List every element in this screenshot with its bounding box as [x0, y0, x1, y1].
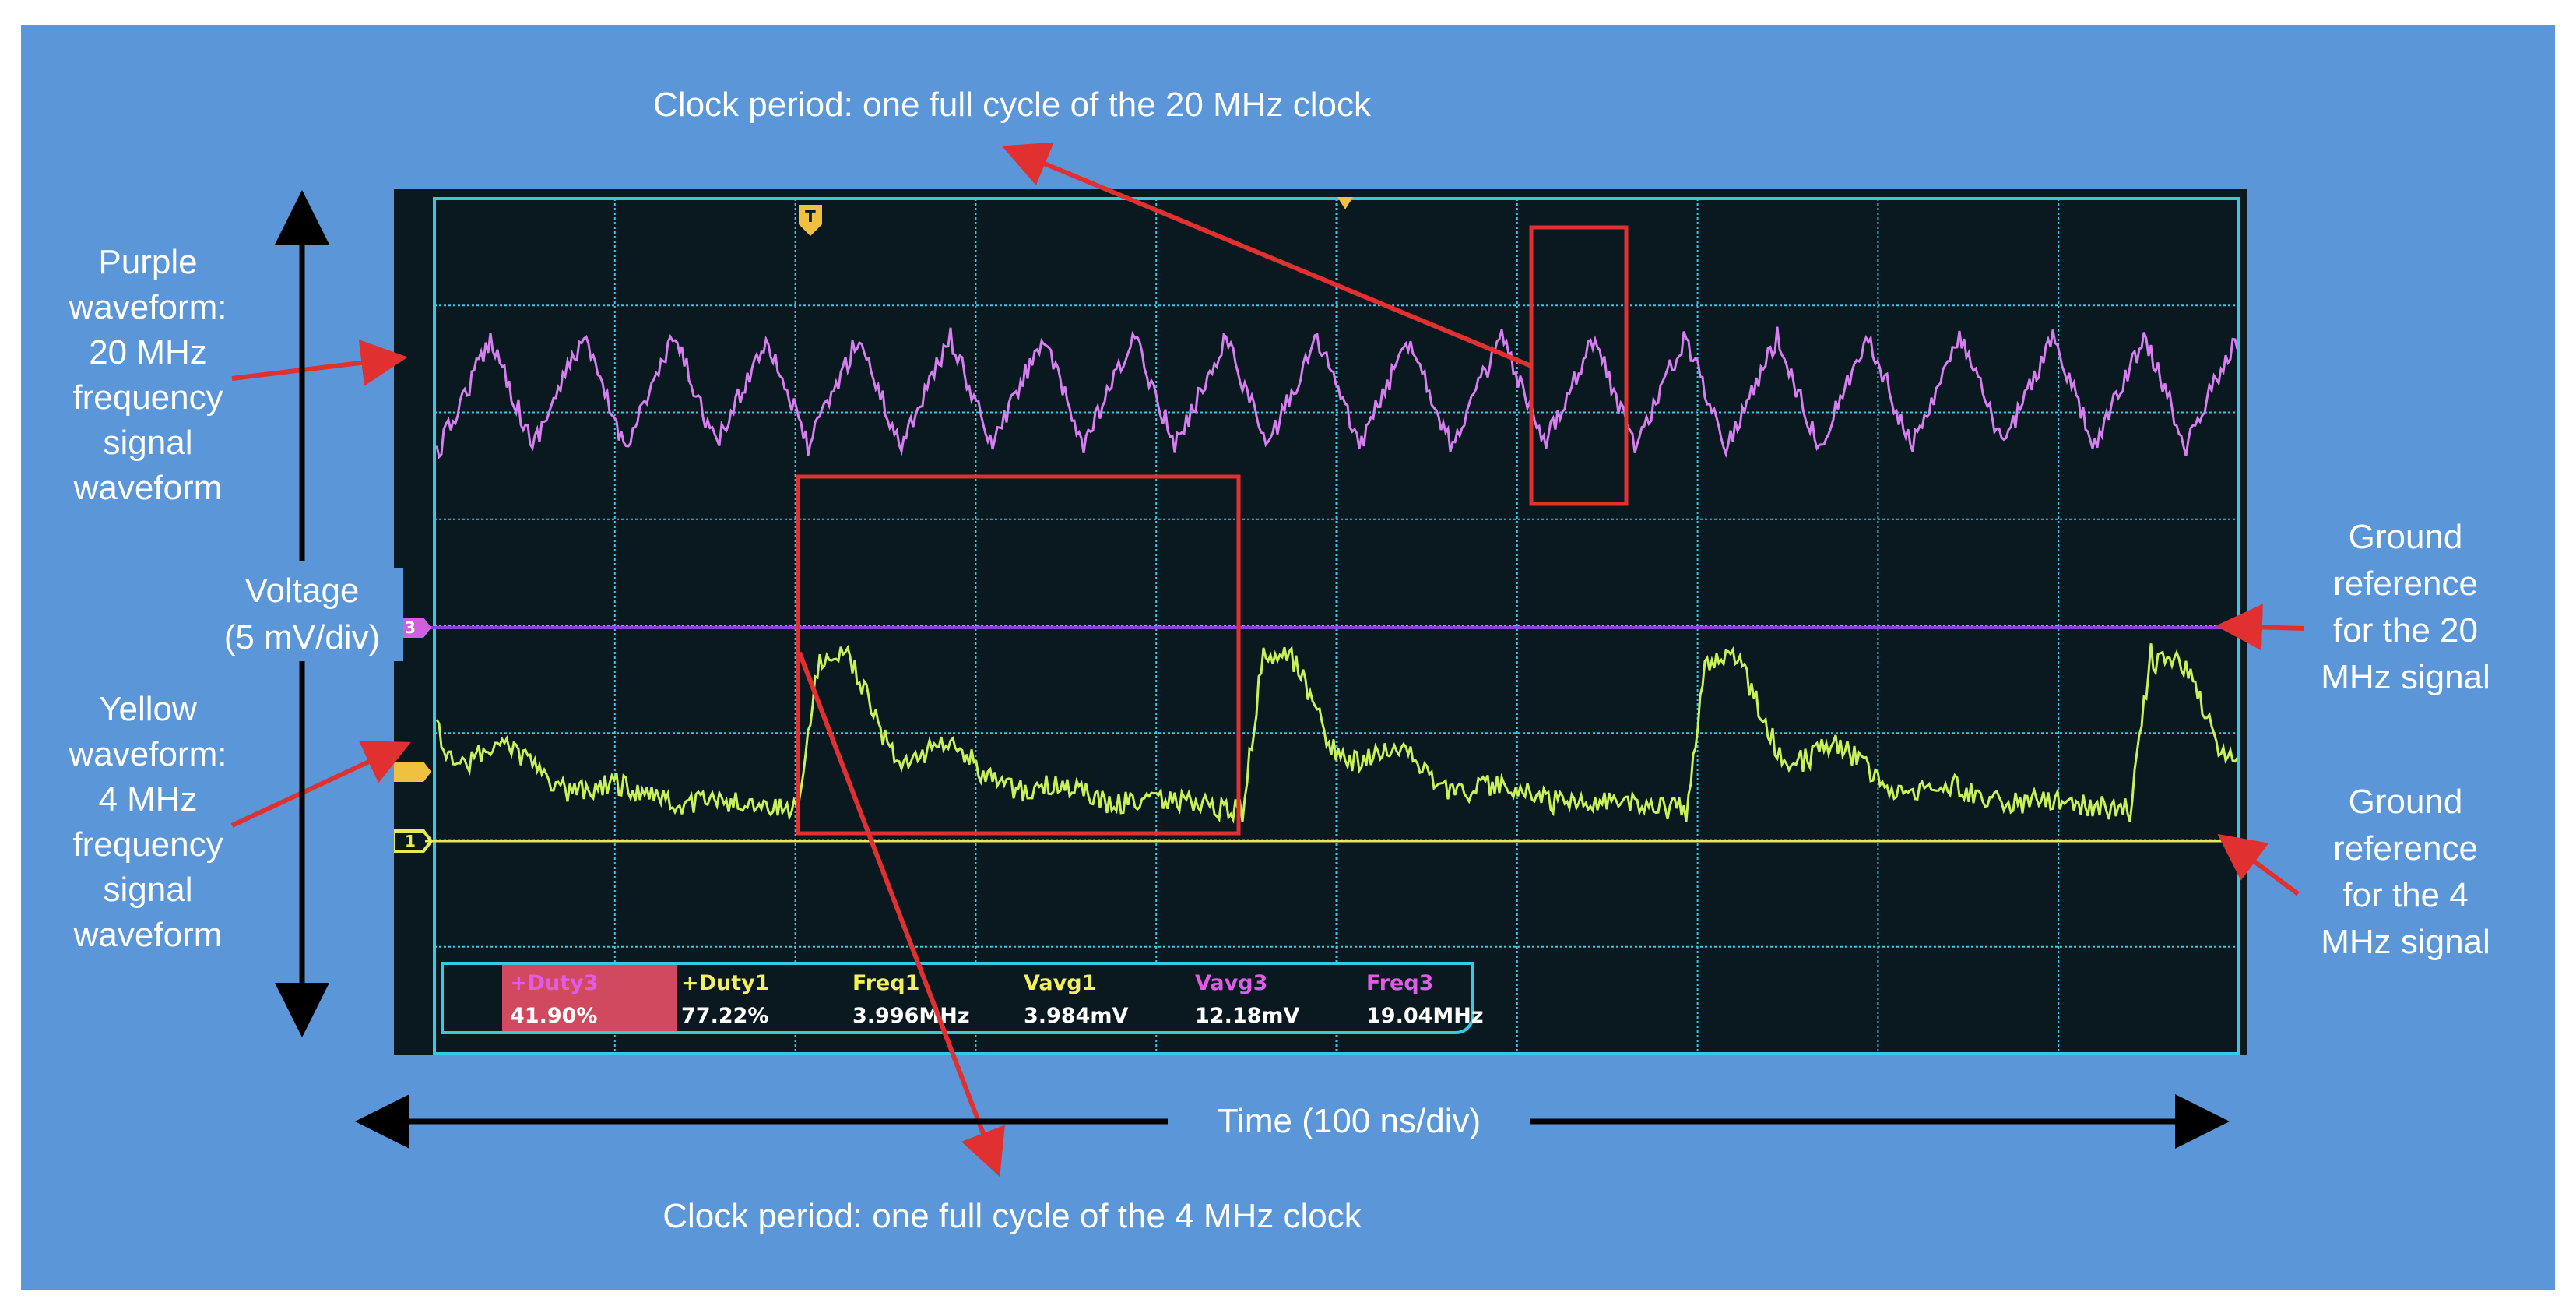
measurement-value: 12.18mV	[1195, 1004, 1300, 1028]
ground-20mhz-label: Ground reference for the 20 MHz signal	[2321, 518, 2490, 696]
measurement-name: Freq3	[1366, 971, 1434, 995]
measurement-name: Vavg3	[1195, 971, 1268, 995]
trigger-position-icon	[799, 205, 822, 236]
ground-20mhz-arrow	[2216, 604, 2305, 651]
measurement-item: Freq1 3.996MHz	[845, 965, 1020, 1031]
center-position-icon	[1337, 197, 1353, 209]
measurement-value: 77.22%	[681, 1004, 769, 1028]
oscilloscope-screen: 3 1 T +Duty3 41.90% +Duty1 77.22% Freq1 3.996…	[394, 189, 2247, 1055]
top-annotation-label: Clock period: one full cycle of the 20 M…	[653, 86, 1371, 124]
bottom-annotation-arrow	[797, 651, 1005, 1177]
measurement-value: 3.996MHz	[852, 1004, 970, 1028]
trigger-marker-label: T	[805, 207, 816, 226]
ch3-marker-icon	[394, 618, 431, 638]
time-axis-label: Time (100 ns/div)	[1168, 1098, 1530, 1145]
4mhz-period-box	[796, 474, 1241, 836]
measurement-value: 3.984mV	[1024, 1004, 1129, 1028]
measurement-value: 19.04MHz	[1366, 1004, 1484, 1028]
measurement-name: Freq1	[852, 971, 920, 995]
top-annotation-arrow	[1001, 142, 1533, 368]
measurement-item: +Duty3 41.90%	[502, 965, 677, 1031]
scope-display	[394, 197, 2240, 1055]
purple-label-arrow	[231, 340, 408, 386]
20mhz-period-box	[1529, 225, 1629, 506]
yellow-label-arrow	[230, 741, 411, 828]
measurement-name: Vavg1	[1024, 971, 1097, 995]
ground-4mhz-arrow	[2217, 833, 2300, 896]
measurement-item: Vavg3 12.18mV	[1187, 965, 1362, 1031]
ground-4mhz-label: Ground reference for the 4 MHz signal	[2321, 783, 2490, 961]
yellow-waveform-label: Yellow waveform: 4 MHz frequency signal wav…	[69, 690, 227, 954]
bottom-annotation-label: Clock period: one full cycle of the 4 MH…	[662, 1197, 1362, 1235]
ch3-marker-label: 3	[405, 618, 416, 637]
voltage-axis-label: Voltage (5 mV/div)	[201, 568, 403, 661]
measurement-value: 41.90%	[510, 1004, 598, 1028]
measurement-name: +Duty1	[681, 971, 770, 995]
measurement-item: Vavg1 3.984mV	[1016, 965, 1191, 1031]
yellow-waveform-4mhz	[435, 643, 2239, 825]
measurement-bar: +Duty3 41.90% +Duty1 77.22% Freq1 3.996MHz Vav…	[441, 962, 1484, 1034]
ch1-marker-label: 1	[405, 832, 416, 850]
measurement-item: Freq3 19.04MHz	[1358, 965, 1534, 1031]
measurement-name: +Duty3	[510, 971, 599, 995]
purple-waveform-20mhz	[435, 326, 2239, 459]
purple-waveform-label: Purple waveform: 20 MHz frequency signal wa…	[69, 243, 227, 507]
ch1-marker-icon	[394, 829, 434, 853]
measurement-item: +Duty1 77.22%	[673, 965, 849, 1031]
